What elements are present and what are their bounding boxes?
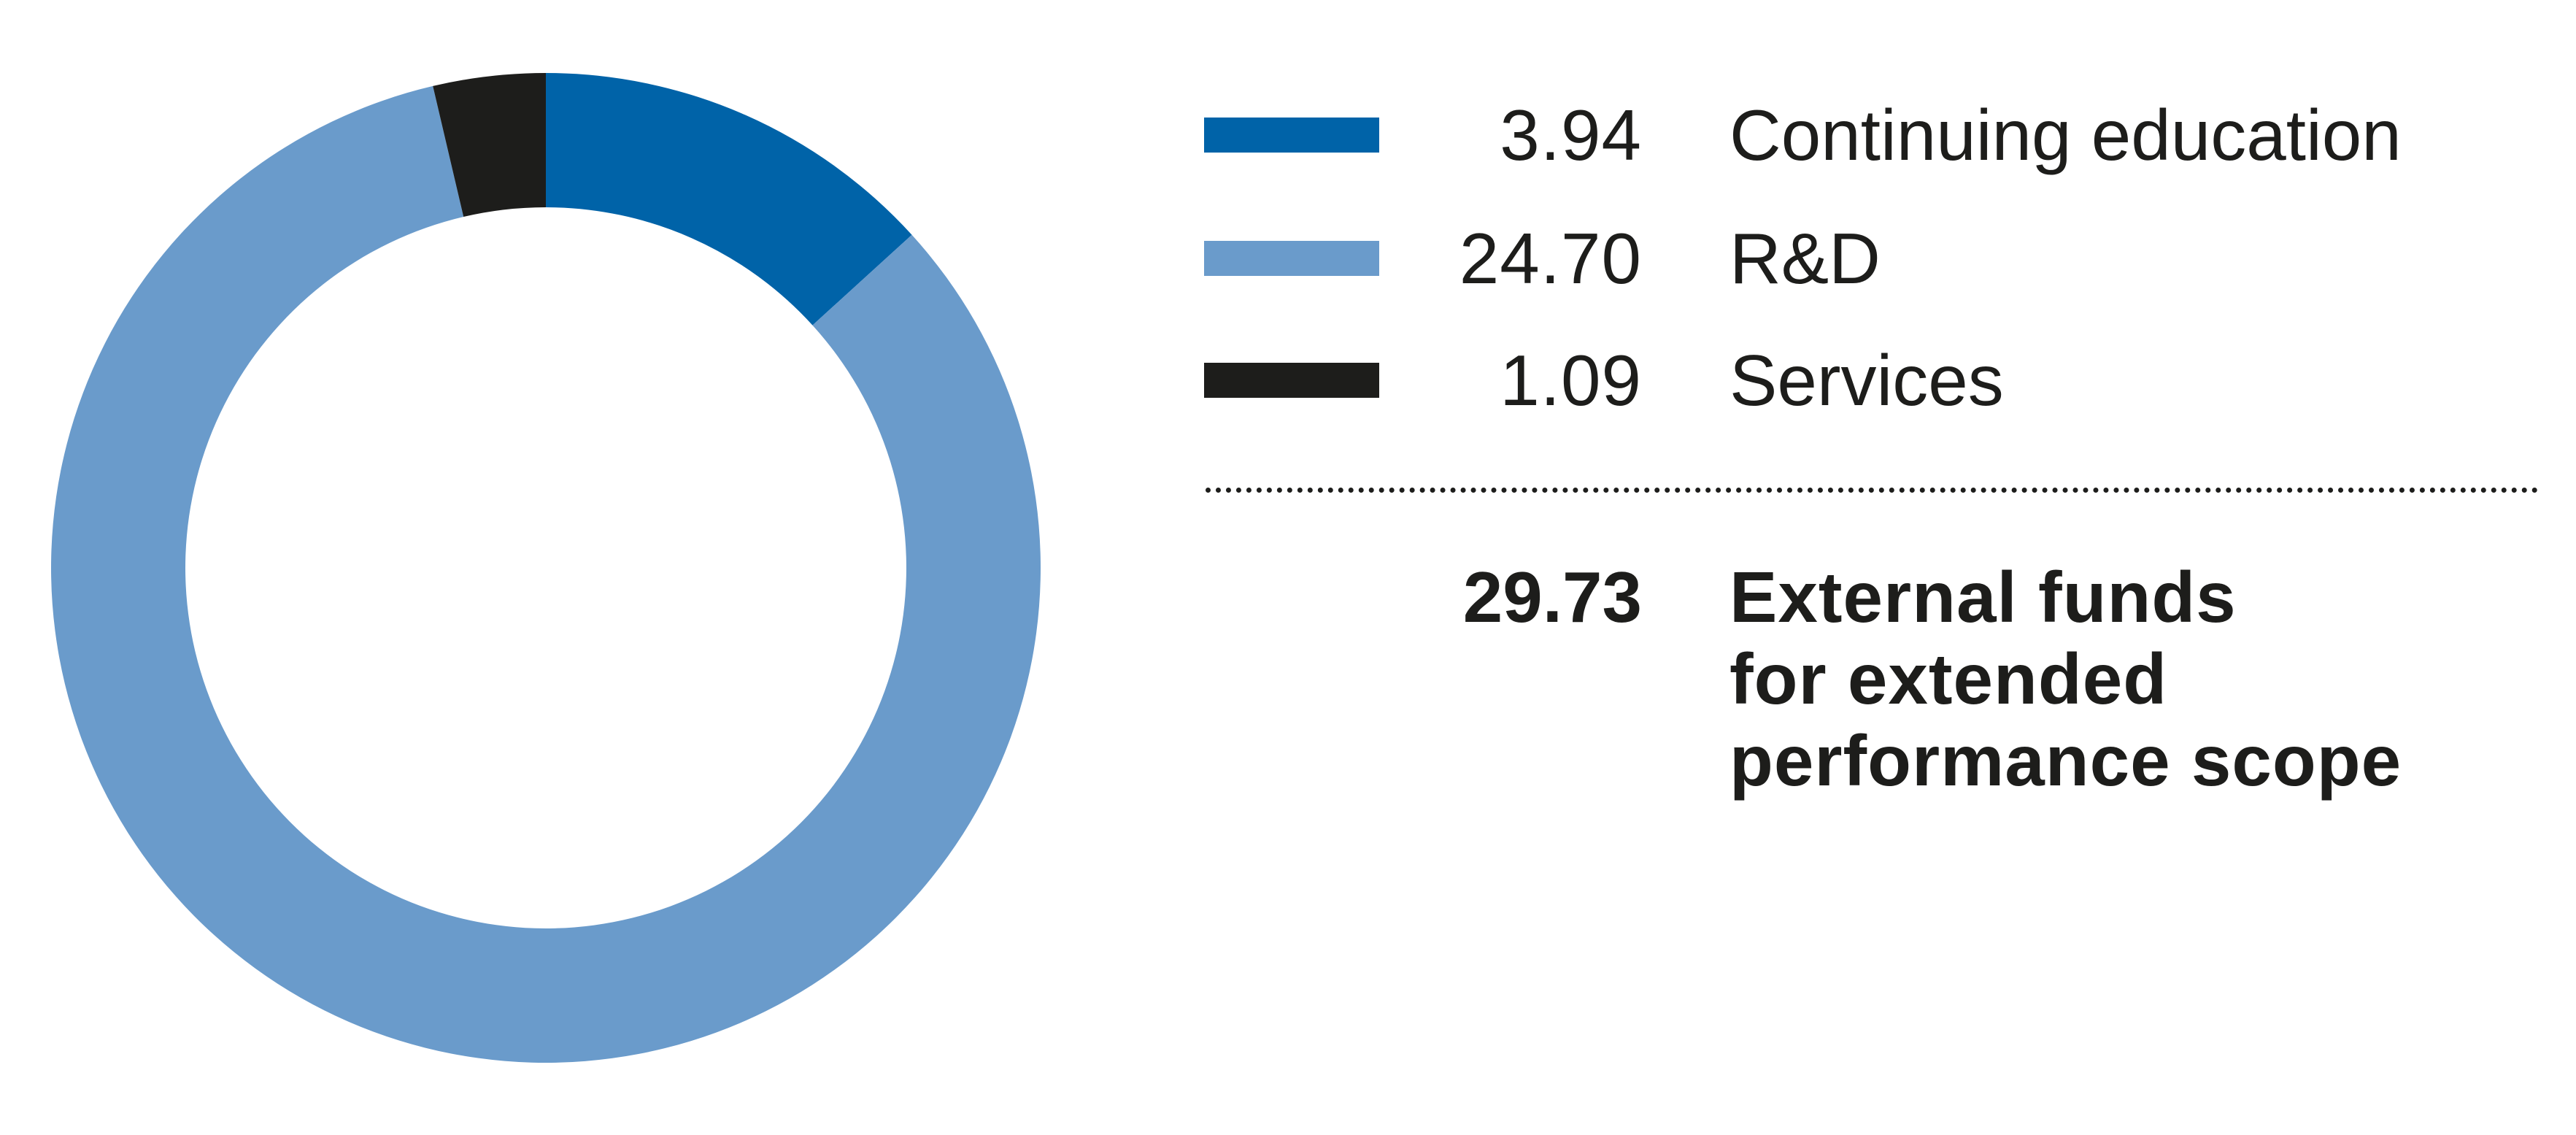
total-value: 29.73 — [1462, 557, 1642, 637]
legend-divider — [1206, 488, 2538, 493]
total-label-line: performance scope — [1729, 720, 2402, 801]
donut-chart — [50, 73, 1041, 1063]
legend-swatch — [1204, 118, 1379, 153]
legend-label: Continuing education — [1729, 95, 2402, 175]
legend: 3.94 Continuing education 24.70 R&D 1.09… — [1204, 0, 2540, 1135]
legend-item-continuing-education: 3.94 Continuing education — [1204, 88, 2540, 182]
donut-slice-continuing-education — [546, 73, 912, 326]
legend-item-services: 1.09 Services — [1204, 333, 2540, 428]
legend-swatch — [1204, 241, 1379, 276]
legend-item-r-and-d: 24.70 R&D — [1204, 211, 2540, 306]
legend-label: Services — [1729, 340, 2004, 420]
legend-value: 1.09 — [1500, 340, 1642, 420]
donut-slice-services — [433, 73, 546, 218]
legend-swatch — [1204, 363, 1379, 398]
legend-value: 3.94 — [1500, 95, 1642, 175]
legend-value: 24.70 — [1459, 218, 1642, 299]
total-label: External funds for extended performance … — [1729, 556, 2532, 801]
legend-label: R&D — [1729, 218, 1881, 299]
total-label-line: for extended — [1729, 639, 2168, 719]
total-label-line: External funds — [1729, 557, 2237, 637]
